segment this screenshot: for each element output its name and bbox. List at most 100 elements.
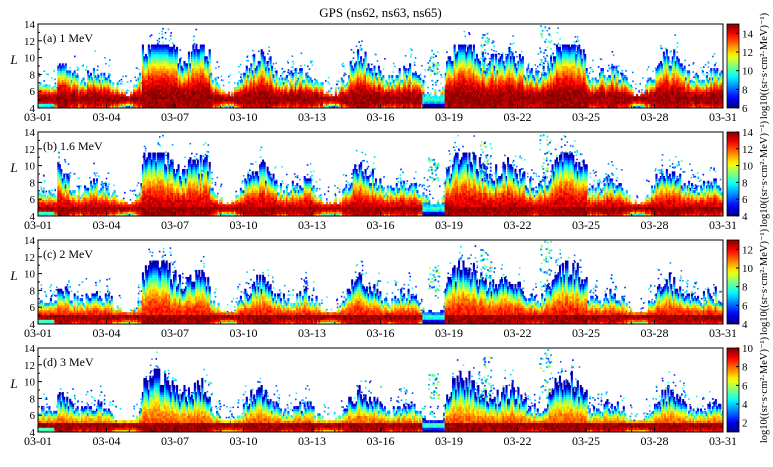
- storm-point: [482, 169, 485, 171]
- storm-point: [539, 51, 542, 54]
- storm-point: [544, 240, 547, 243]
- storm-point: [488, 392, 491, 395]
- x-tick-label: 03-07: [161, 110, 189, 124]
- storm-point: [428, 166, 431, 169]
- storm-point: [550, 269, 553, 272]
- colorbar-tick-label: 8: [742, 282, 748, 294]
- storm-point: [427, 157, 430, 160]
- storm-point: [427, 62, 430, 64]
- storm-point: [437, 280, 440, 283]
- storm-point: [482, 258, 485, 261]
- colorbar-tick-label: 6: [742, 194, 748, 206]
- x-tick-label: 03-31: [709, 110, 737, 124]
- storm-point: [548, 289, 550, 292]
- storm-point: [436, 394, 438, 397]
- storm-point: [488, 287, 490, 290]
- storm-point: [479, 57, 482, 60]
- colorbar: [726, 239, 740, 325]
- storm-point: [483, 364, 486, 366]
- storm-point: [550, 354, 552, 357]
- storm-point: [486, 160, 489, 163]
- storm-point: [437, 63, 440, 65]
- storm-point: [544, 179, 547, 181]
- storm-point: [484, 49, 486, 51]
- storm-point: [549, 273, 551, 275]
- storm-point: [546, 64, 549, 67]
- panel-label: (d) 3 MeV: [43, 355, 94, 369]
- storm-point: [431, 373, 434, 376]
- storm-point: [433, 158, 435, 161]
- storm-point: [483, 160, 486, 163]
- storm-point: [436, 287, 439, 290]
- storm-point: [484, 174, 487, 177]
- storm-point: [486, 32, 489, 35]
- storm-point: [545, 361, 548, 364]
- colorbar-tick-label: 6: [742, 300, 748, 312]
- storm-point: [429, 59, 431, 62]
- colorbar-tick-label: 10: [742, 263, 754, 275]
- storm-point: [482, 170, 484, 173]
- storm-point: [436, 383, 439, 386]
- storm-point: [540, 71, 542, 74]
- storm-point: [484, 361, 487, 363]
- storm-point: [484, 145, 487, 148]
- x-tick-label: 03-28: [641, 326, 669, 340]
- storm-point: [545, 159, 548, 162]
- storm-point: [438, 285, 441, 287]
- storm-point: [539, 142, 542, 145]
- storm-point: [437, 179, 440, 182]
- storm-point: [436, 68, 439, 70]
- storm-point: [430, 169, 433, 171]
- storm-point: [541, 285, 544, 288]
- x-tick-label: 03-19: [435, 110, 463, 124]
- storm-point: [480, 390, 483, 392]
- x-tick-label: 03-07: [161, 218, 189, 232]
- storm-point: [487, 163, 490, 165]
- storm-point: [547, 357, 550, 360]
- storm-point: [433, 280, 436, 282]
- storm-point: [490, 270, 493, 273]
- colorbar-tick-label: 12: [742, 47, 753, 59]
- y-tick-label: 4: [30, 103, 36, 115]
- heatmap-cells: [38, 240, 723, 324]
- storm-point: [486, 254, 489, 256]
- y-tick-label: 10: [24, 269, 36, 281]
- storm-point: [489, 267, 492, 269]
- storm-point: [485, 265, 488, 268]
- storm-point: [432, 176, 435, 179]
- colorbar-tick-label: 4: [742, 319, 748, 331]
- x-tick-label: 03-04: [93, 218, 121, 232]
- storm-point: [539, 268, 542, 270]
- storm-point: [545, 366, 548, 369]
- storm-point: [487, 158, 490, 161]
- storm-point: [487, 361, 490, 364]
- y-tick-label: 12: [24, 36, 35, 48]
- storm-point: [484, 180, 487, 182]
- storm-point: [435, 271, 438, 274]
- storm-point: [546, 60, 549, 63]
- storm-point: [487, 40, 490, 43]
- storm-point: [437, 289, 440, 292]
- x-tick-label: 03-28: [641, 434, 669, 448]
- storm-point: [483, 390, 485, 393]
- storm-point: [489, 179, 492, 181]
- y-tick-label: 12: [24, 360, 35, 372]
- storm-point: [547, 260, 549, 263]
- storm-point: [541, 244, 544, 247]
- storm-point: [480, 275, 483, 278]
- storm-point: [484, 365, 486, 368]
- colorbar-tick-label: 12: [742, 244, 753, 256]
- storm-point: [489, 169, 492, 172]
- storm-point: [550, 372, 553, 375]
- storm-point: [548, 282, 550, 285]
- storm-point: [481, 181, 483, 184]
- figure-title: GPS (ns62, ns63, ns65): [319, 5, 441, 20]
- storm-point: [437, 381, 440, 384]
- x-tick-label: 03-01: [24, 326, 52, 340]
- storm-point: [544, 26, 547, 29]
- storm-point: [432, 65, 434, 68]
- storm-point: [480, 393, 483, 396]
- storm-point: [486, 64, 488, 67]
- storm-point: [486, 154, 489, 157]
- storm-point: [483, 142, 486, 145]
